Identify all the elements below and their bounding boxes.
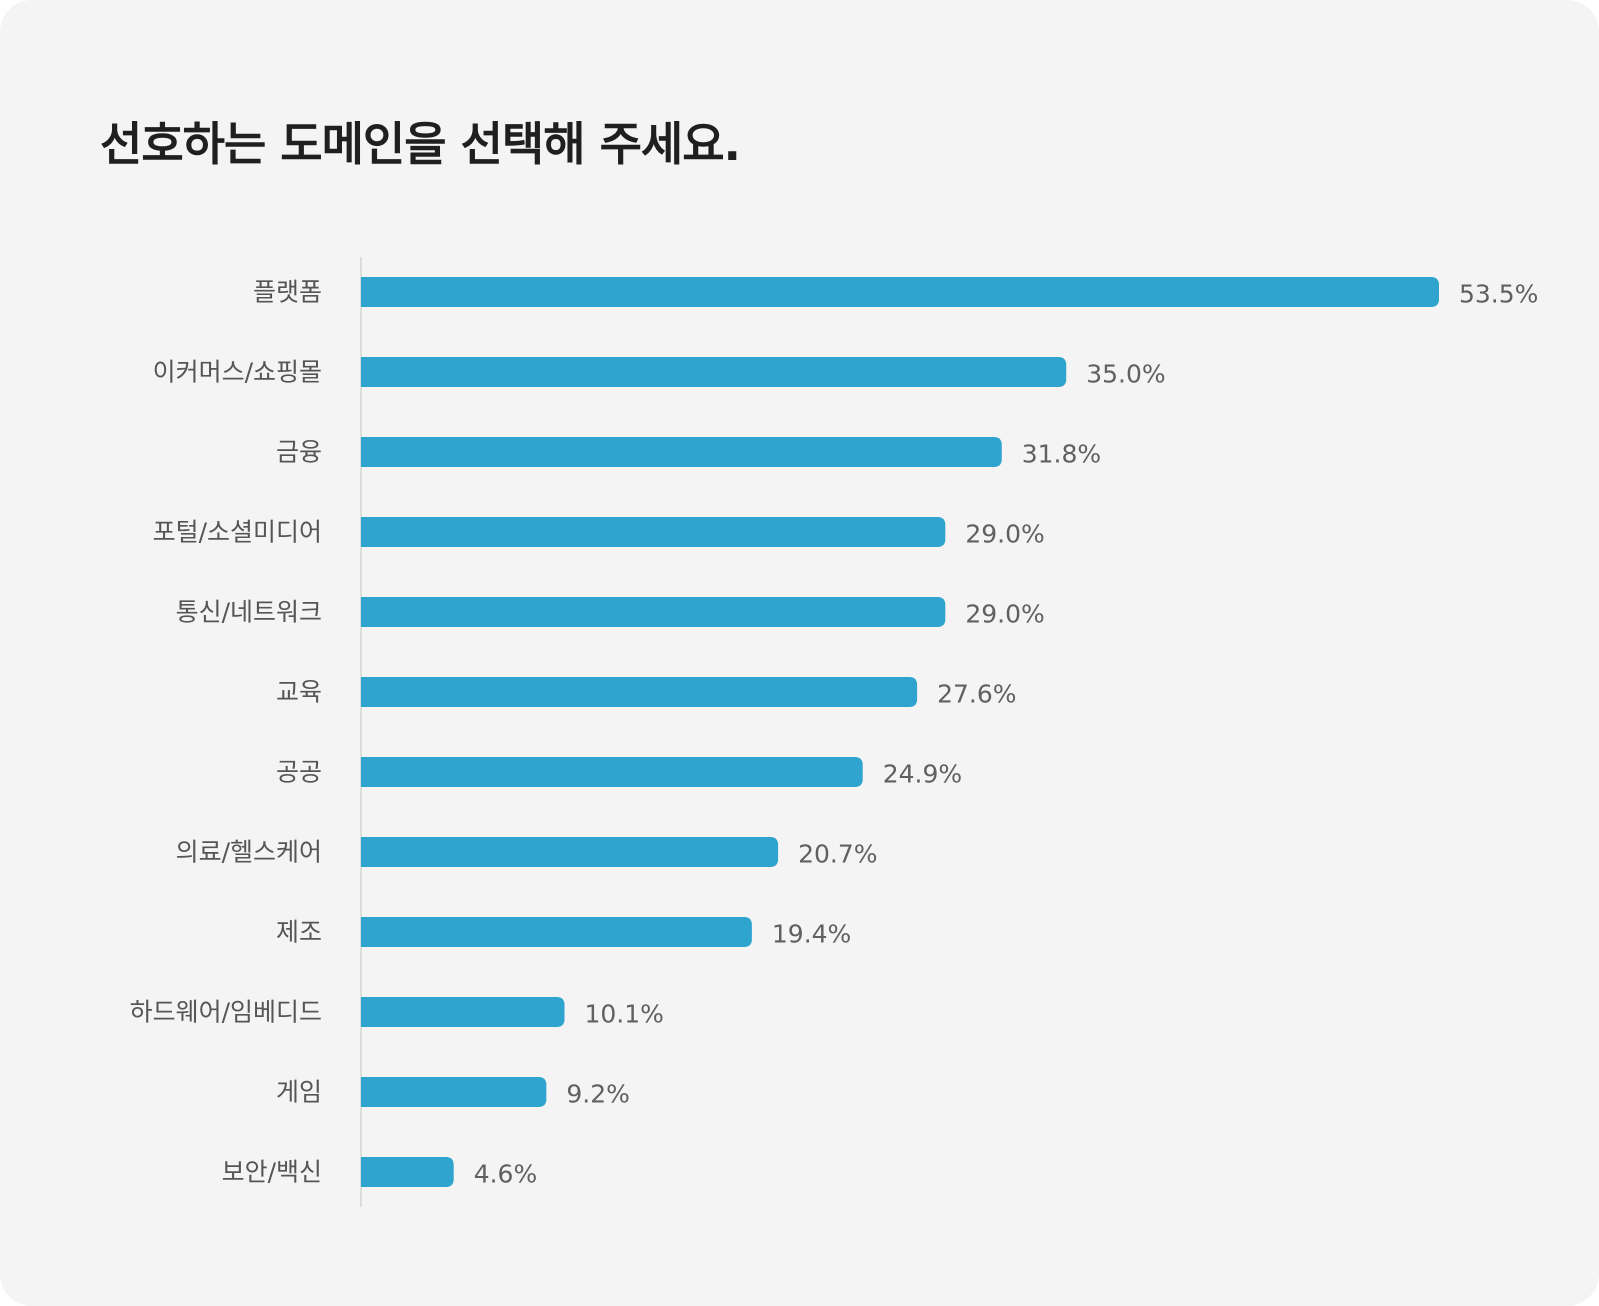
value-label: 35.0% — [1086, 360, 1165, 389]
category-label: 제조 — [276, 918, 322, 947]
category-label: 공공 — [276, 758, 322, 787]
category-label: 보안/백신 — [222, 1158, 322, 1187]
value-label: 19.4% — [772, 920, 851, 949]
value-label: 27.6% — [937, 680, 1016, 709]
value-label: 53.5% — [1459, 280, 1538, 309]
value-label: 4.6% — [474, 1160, 538, 1189]
bar — [361, 997, 565, 1027]
category-label: 이커머스/쇼핑몰 — [153, 358, 322, 387]
category-label: 포털/소셜미디어 — [153, 518, 322, 547]
category-label: 통신/네트워크 — [176, 598, 322, 627]
bar — [361, 837, 779, 867]
bar — [361, 277, 1439, 307]
bar — [361, 597, 946, 627]
bar — [361, 1157, 454, 1187]
bar — [361, 917, 752, 947]
value-label: 29.0% — [965, 600, 1044, 629]
bar — [361, 517, 946, 547]
bar — [361, 437, 1002, 467]
value-label: 31.8% — [1022, 440, 1101, 469]
value-label: 20.7% — [798, 840, 877, 869]
category-label: 플랫폼 — [253, 278, 322, 307]
chart-title: 선호하는 도메인을 선택해 주세요. — [100, 117, 741, 171]
bar — [361, 1077, 547, 1107]
bar — [361, 757, 863, 787]
category-label: 하드웨어/임베디드 — [130, 998, 322, 1027]
value-label: 29.0% — [965, 520, 1044, 549]
category-label: 금융 — [276, 438, 322, 467]
value-label: 9.2% — [566, 1080, 630, 1109]
category-label: 교육 — [276, 678, 322, 707]
category-label: 게임 — [276, 1078, 322, 1107]
value-label: 24.9% — [883, 760, 962, 789]
category-label: 의료/헬스케어 — [176, 838, 322, 867]
value-label: 10.1% — [585, 1000, 664, 1029]
bar — [361, 677, 918, 707]
bar — [361, 357, 1067, 387]
